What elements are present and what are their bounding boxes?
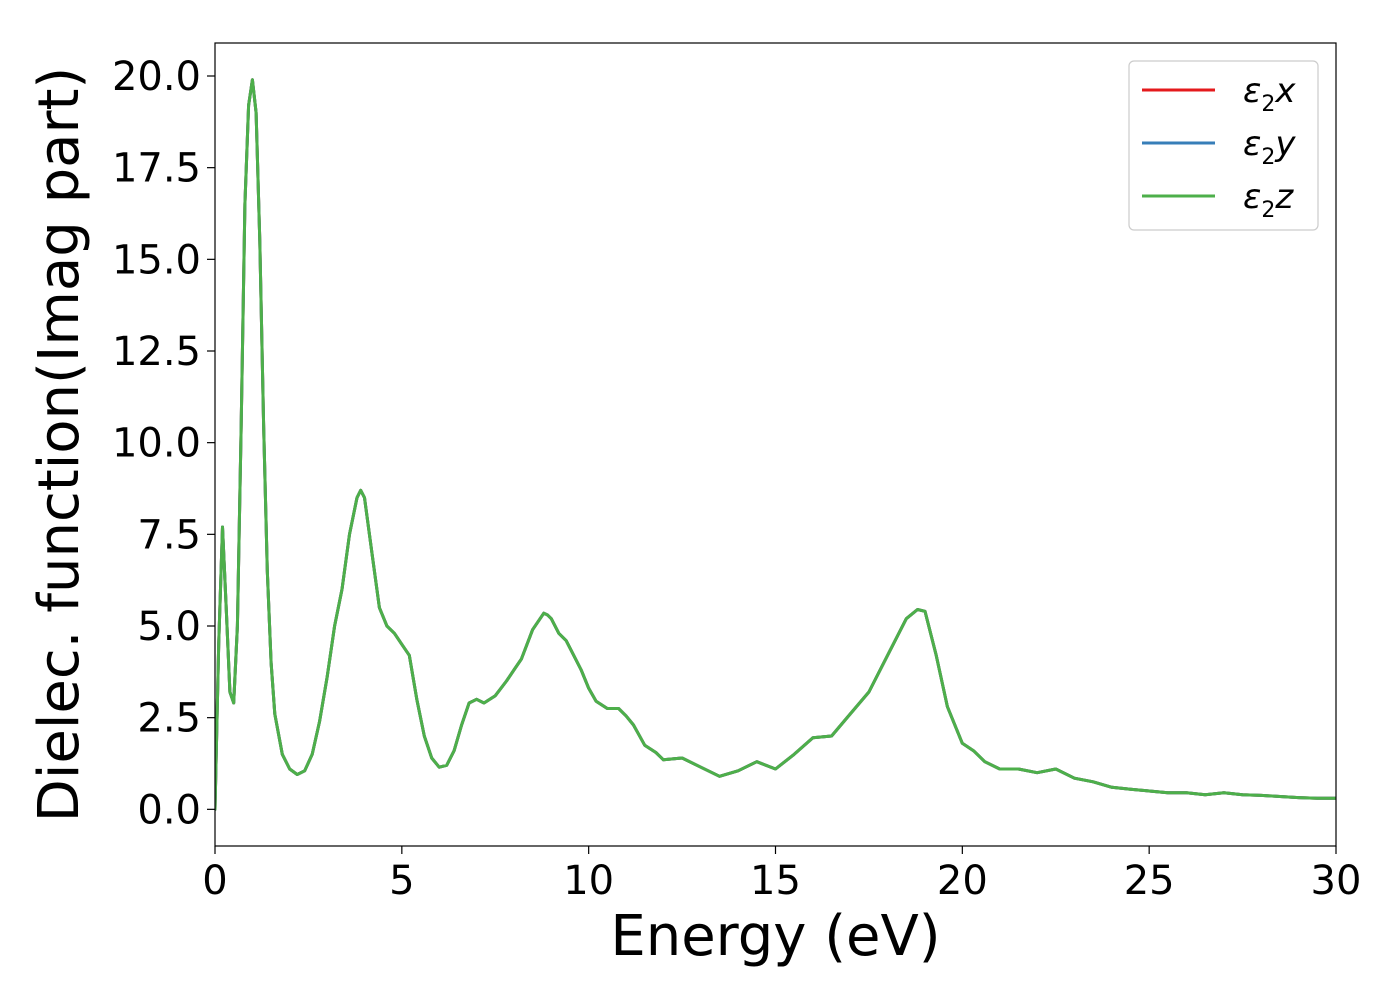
x-tick-label: 20 <box>937 858 988 904</box>
legend-box <box>1128 60 1319 231</box>
series-layer <box>215 78 1336 811</box>
x-axis-label: Energy (eV) <box>610 904 940 969</box>
x-tick-label: 0 <box>202 858 227 904</box>
y-tick-label: 5.0 <box>137 604 201 650</box>
x-tick-label: 10 <box>563 858 614 904</box>
legend-label-3: ε2z <box>1243 177 1294 223</box>
legend-label-1: ε2x <box>1243 71 1296 117</box>
x-tick-label: 15 <box>750 858 801 904</box>
y-tick-label: 0.0 <box>137 787 201 833</box>
y-tick-label: 10.0 <box>112 421 201 467</box>
x-tick-label: 25 <box>1124 858 1175 904</box>
legend-label-2: ε2y <box>1243 124 1296 170</box>
y-tick-label: 2.5 <box>137 696 201 742</box>
y-tick-label: 17.5 <box>112 146 201 192</box>
legend: ε2x ε2y ε2z <box>1128 60 1319 231</box>
y-axis: 0.0 2.5 5.0 7.5 10.0 12.5 15.0 17.5 20.0 <box>112 54 215 833</box>
y-tick-label: 20.0 <box>112 54 201 100</box>
series-line-3 <box>215 78 1336 811</box>
y-tick-label: 12.5 <box>112 329 201 375</box>
y-axis-label: Dielec. function(Imag part) <box>27 67 92 823</box>
y-tick-label: 7.5 <box>137 512 201 558</box>
x-axis: 0 5 10 15 20 25 30 <box>202 846 1361 904</box>
x-tick-label: 5 <box>389 858 414 904</box>
y-tick-label: 15.0 <box>112 237 201 283</box>
x-tick-label: 30 <box>1311 858 1362 904</box>
